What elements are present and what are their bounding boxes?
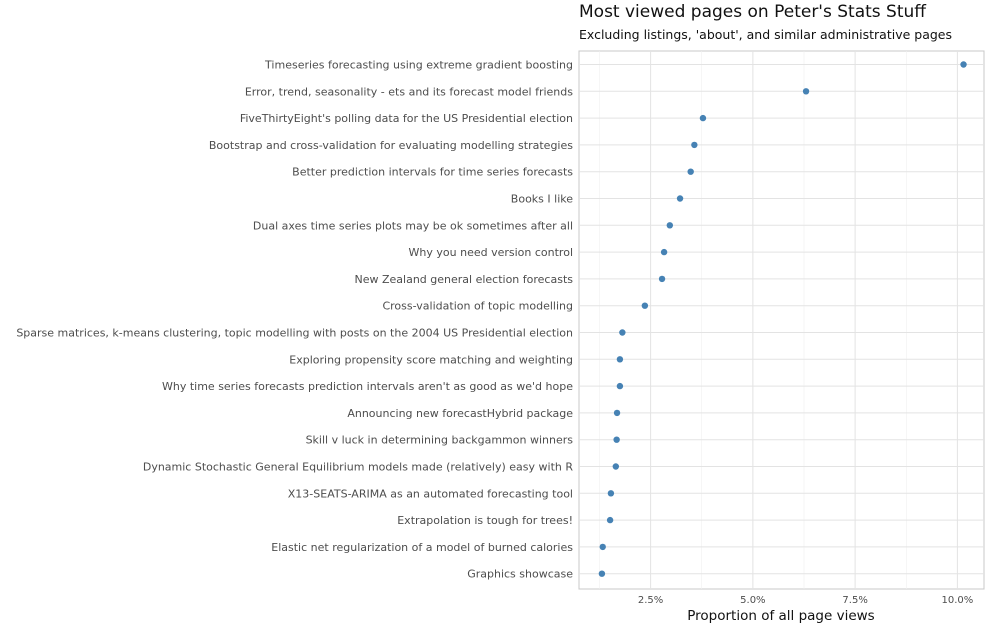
category-label: Better prediction intervals for time ser… xyxy=(292,166,573,179)
x-tick-label: 10.0% xyxy=(942,595,974,606)
data-point xyxy=(607,490,615,497)
data-point xyxy=(613,436,620,443)
category-label: Elastic net regularization of a model of… xyxy=(271,541,573,554)
data-point xyxy=(606,516,614,524)
chart-subtitle: Excluding listings, 'about', and similar… xyxy=(579,27,953,42)
category-label: FiveThirtyEight's polling data for the U… xyxy=(240,112,573,125)
category-label: Graphics showcase xyxy=(467,568,573,581)
data-point xyxy=(613,409,621,417)
category-label: Announcing new forecastHybrid package xyxy=(347,407,573,420)
data-point xyxy=(641,302,649,309)
category-label: Cross-validation of topic modelling xyxy=(382,300,573,313)
plot-panel xyxy=(578,50,985,590)
x-tick-label: 2.5% xyxy=(638,595,663,606)
data-point xyxy=(660,248,668,256)
data-point xyxy=(699,114,707,122)
category-label: X13-SEATS-ARIMA as an automated forecast… xyxy=(288,487,573,500)
data-point xyxy=(612,463,620,470)
data-point xyxy=(619,329,626,336)
category-label: Dual axes time series plots may be ok so… xyxy=(253,219,573,232)
chart-title: Most viewed pages on Peter's Stats Stuff xyxy=(579,2,926,22)
category-label: Why you need version control xyxy=(409,246,573,259)
data-point xyxy=(691,141,698,149)
data-point xyxy=(687,168,694,175)
x-tick-label: 5.0% xyxy=(740,595,765,606)
category-label: Sparse matrices, k-means clustering, top… xyxy=(16,327,573,340)
grid-lines xyxy=(579,51,984,589)
data-point xyxy=(802,88,810,95)
category-label: Bootstrap and cross-validation for evalu… xyxy=(209,139,573,152)
data-point xyxy=(616,356,624,363)
category-label: Exploring propensity score matching and … xyxy=(289,353,573,366)
category-label: New Zealand general election forecasts xyxy=(354,273,573,286)
data-point xyxy=(676,195,684,202)
category-label: Extrapolation is tough for trees! xyxy=(397,514,573,527)
category-labels: Timeseries forecasting using extreme gra… xyxy=(16,59,573,581)
category-label: Timeseries forecasting using extreme gra… xyxy=(264,59,573,72)
data-points xyxy=(598,61,967,577)
data-point xyxy=(666,222,674,229)
category-label: Books I like xyxy=(511,193,573,206)
category-label: Skill v luck in determining backgammon w… xyxy=(306,434,574,447)
x-tick-labels: 2.5% 5.0% 7.5% 10.0% xyxy=(638,595,973,606)
category-label: Dynamic Stochastic General Equilibrium m… xyxy=(143,461,574,474)
data-point xyxy=(658,275,666,283)
data-point xyxy=(599,543,606,551)
data-point xyxy=(616,382,624,390)
category-label: Error, trend, seasonality - ets and its … xyxy=(245,85,573,98)
category-label: Why time series forecasts prediction int… xyxy=(162,380,573,393)
data-point xyxy=(598,570,606,577)
x-tick-label: 7.5% xyxy=(842,595,867,606)
x-axis-title: Proportion of all page views xyxy=(687,608,874,624)
data-point xyxy=(960,61,967,68)
